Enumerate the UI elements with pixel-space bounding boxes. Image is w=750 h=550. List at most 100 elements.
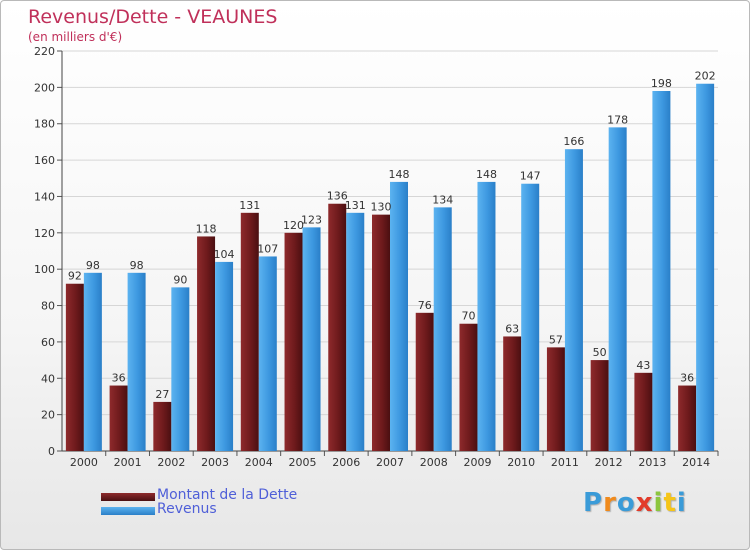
y-tick-label: 40 [41,372,55,385]
y-tick-label: 140 [34,190,55,203]
data-label: 57 [549,333,563,346]
data-label: 104 [214,248,235,261]
y-tick-label: 20 [41,409,55,422]
data-label: 90 [173,273,187,286]
x-tick-label-2007: 2007 [376,456,404,469]
bar-revenus-2000 [83,272,102,451]
logo-letter: o [616,488,636,518]
data-label: 130 [371,201,392,214]
bar-dette-2013 [634,372,653,451]
bar-revenus-2004 [258,256,277,451]
x-tick-label-2002: 2002 [157,456,185,469]
bar-dette-2010 [503,336,522,451]
bar-dette-2000 [65,283,84,451]
data-label: 131 [239,199,260,212]
y-tick-label: 200 [34,81,55,94]
bar-revenus-2007 [390,181,408,451]
data-label: 131 [345,199,366,212]
x-tick-label-2011: 2011 [551,456,579,469]
y-tick-label: 120 [34,227,55,240]
data-label: 148 [389,168,410,181]
x-tick-label-2010: 2010 [507,456,535,469]
x-tick-label-2005: 2005 [289,456,317,469]
bar-revenus-2001 [127,272,146,451]
data-label: 118 [196,222,217,235]
bar-revenus-2005 [302,227,321,451]
bar-dette-2014 [678,385,697,451]
bar-revenus-2003 [215,261,234,451]
y-tick-label: 60 [41,336,55,349]
y-tick-label: 220 [34,45,55,58]
data-label: 98 [86,259,100,272]
data-label: 120 [283,219,304,232]
logo-letter: x [635,488,654,518]
bar-dette-2003 [197,236,216,451]
proxiti-logo: Proxiti [583,488,687,518]
x-tick-label-2013: 2013 [638,456,666,469]
chart-title: Revenus/Dette - VEAUNES [28,6,278,28]
data-label: 36 [112,372,126,385]
bar-revenus-2008 [433,207,452,451]
legend-label-dette: Montant de la Dette [157,487,298,503]
y-tick-label: 100 [34,263,55,276]
bar-revenus-2012 [608,127,627,451]
logo-letter: i [676,488,687,518]
data-label: 107 [257,242,278,255]
bar-dette-2004 [240,212,259,451]
y-tick-label: 160 [34,154,55,167]
data-label: 70 [461,310,475,323]
legend-label-revenus: Revenus [157,501,217,517]
bar-revenus-2011 [564,149,583,451]
bar-revenus-2014 [696,83,715,452]
logo-letter: P [583,488,604,518]
data-label: 50 [593,346,607,359]
data-label: 136 [327,190,348,203]
data-label: 27 [155,388,169,401]
data-label: 166 [563,135,584,148]
x-tick-label-2014: 2014 [682,456,710,469]
bar-dette-2011 [546,347,565,451]
y-tick-label: 80 [41,300,55,313]
data-label: 92 [68,270,82,283]
bar-dette-2009 [459,323,478,451]
data-label: 148 [476,168,497,181]
data-label: 123 [301,213,322,226]
bar-dette-2008 [415,312,434,451]
bar-dette-2012 [590,360,609,451]
data-label: 198 [651,77,672,90]
x-tick-label-2012: 2012 [595,456,623,469]
x-tick-label-2000: 2000 [70,456,98,469]
y-tick-label: 180 [34,118,55,131]
x-tick-label-2006: 2006 [332,456,360,469]
data-label: 147 [520,170,541,183]
logo-letter: r [603,488,617,518]
logo-letter: i [653,488,664,518]
bar-dette-2006 [328,203,347,451]
bar-revenus-2002 [171,287,190,451]
data-label: 63 [505,322,519,335]
logo-letter: t [663,488,677,518]
legend-swatch-dette [101,493,155,501]
bar-revenus-2013 [652,91,671,451]
data-label: 134 [432,193,453,206]
bar-revenus-2010 [521,183,540,451]
data-label: 202 [695,70,716,83]
chart-subtitle: (en milliers d'€) [28,30,123,44]
data-label: 178 [607,113,628,126]
data-label: 76 [418,299,432,312]
data-label: 36 [680,372,694,385]
data-label: 43 [636,359,650,372]
data-label: 98 [130,259,144,272]
bar-revenus-2006 [346,212,365,451]
bar-dette-2005 [284,232,303,451]
x-tick-label-2008: 2008 [420,456,448,469]
legend-swatch-revenus [101,507,155,515]
bar-dette-2002 [153,401,172,451]
x-tick-label-2004: 2004 [245,456,273,469]
bar-dette-2001 [109,385,128,451]
x-tick-label-2001: 2001 [114,456,142,469]
bar-dette-2007 [372,214,390,451]
x-tick-label-2009: 2009 [463,456,491,469]
